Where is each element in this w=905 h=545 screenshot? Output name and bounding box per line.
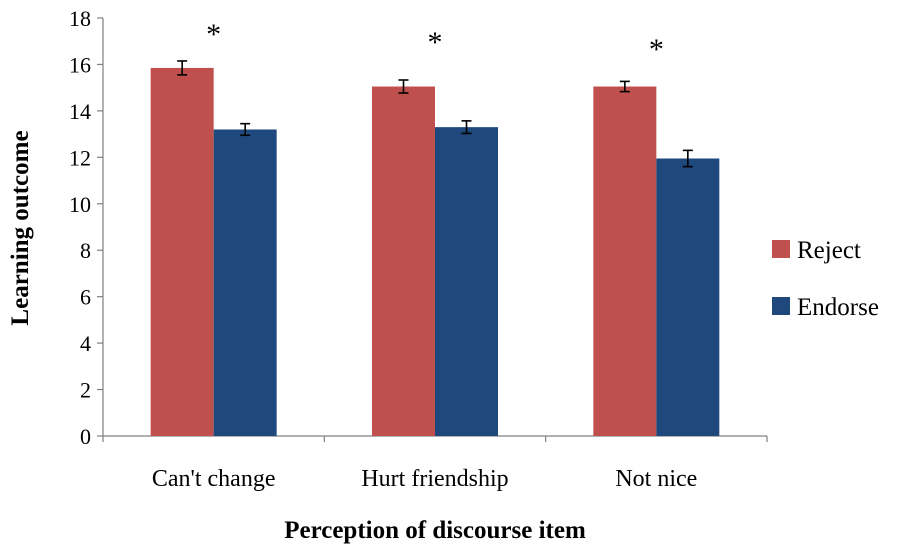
x-axis-title: Perception of discourse item [284, 517, 586, 544]
bar-reject [372, 86, 435, 436]
error-bar [619, 80, 630, 93]
bar-endorse [656, 158, 720, 436]
y-tick-label: 12 [69, 145, 91, 170]
error-bars [177, 60, 693, 168]
y-tick-label: 6 [80, 285, 91, 310]
x-category-label: Can't change [152, 466, 276, 492]
x-axis: Can't change Hurt friendship Not nice [102, 435, 768, 492]
bar-reject [593, 86, 657, 436]
y-tick-label: 2 [80, 378, 91, 403]
y-tick-label: 0 [80, 424, 91, 449]
significance-star: * [428, 26, 443, 59]
legend-swatch-reject [772, 240, 790, 258]
significance-marks: * * * [206, 18, 664, 66]
y-tick-label: 8 [80, 238, 91, 263]
y-axis: 0 2 4 6 8 10 12 14 16 18 [69, 6, 104, 449]
x-category-label: Hurt friendship [361, 466, 508, 492]
legend-swatch-endorse [772, 297, 790, 315]
significance-star: * [206, 18, 221, 51]
bar-reject [150, 67, 214, 436]
bars [150, 67, 720, 437]
significance-star: * [649, 33, 664, 66]
y-tick-label: 4 [80, 331, 91, 356]
bar-endorse [213, 129, 277, 436]
error-bar [177, 60, 188, 76]
y-tick-label: 10 [69, 192, 91, 217]
error-bar [398, 79, 409, 94]
legend: Reject Endorse [772, 237, 879, 321]
y-tick-label: 14 [69, 99, 91, 124]
y-tick-label: 16 [69, 52, 91, 77]
legend-label-reject: Reject [797, 237, 861, 264]
error-bar [682, 149, 693, 168]
bar-endorse [435, 127, 498, 437]
y-axis-title: Learning outcome [7, 130, 34, 325]
error-bar [240, 122, 251, 137]
y-tick-label: 18 [69, 6, 91, 31]
legend-label-endorse: Endorse [797, 294, 879, 321]
x-category-label: Not nice [615, 466, 697, 492]
error-bar [461, 120, 472, 135]
